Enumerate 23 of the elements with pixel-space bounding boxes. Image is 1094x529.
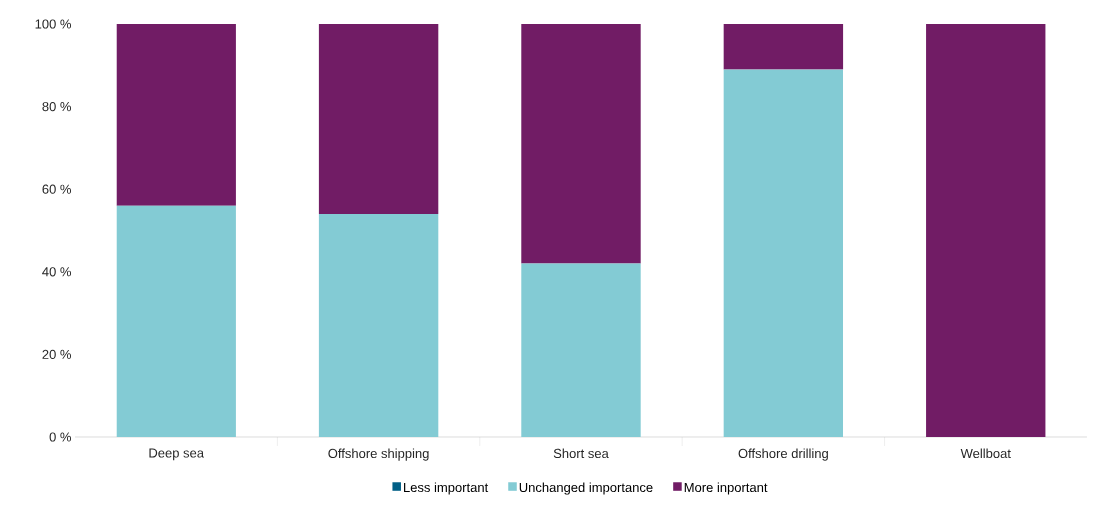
- bar: [723, 23, 844, 70]
- bar: [521, 263, 641, 437]
- x-tick-label: Deep sea: [149, 448, 205, 461]
- y-tick-label: 80 %: [42, 101, 72, 112]
- x-tick-label: Wellboat: [960, 448, 1011, 459]
- y-tick-label: 60 %: [42, 184, 72, 194]
- bar: [926, 23, 1046, 437]
- x-tick-label: Offshore drilling: [738, 448, 828, 461]
- bar: [723, 69, 844, 437]
- x-tick-label: Offshore shipping: [328, 448, 429, 461]
- y-tick-label: 0 %: [49, 432, 72, 442]
- bar: [521, 23, 641, 264]
- y-tick-label: 100 %: [35, 19, 72, 29]
- y-tick-label: 20 %: [42, 349, 72, 359]
- x-tick-label: Short sea: [553, 448, 609, 459]
- legend-label: More inportant: [684, 482, 768, 495]
- bar: [116, 205, 236, 437]
- legend-label: Less important: [404, 482, 489, 495]
- legend-label: Unchanged importance: [519, 482, 653, 495]
- bar: [318, 213, 439, 437]
- bar: [318, 23, 439, 214]
- bar: [116, 23, 236, 206]
- y-tick-label: 40 %: [42, 267, 72, 277]
